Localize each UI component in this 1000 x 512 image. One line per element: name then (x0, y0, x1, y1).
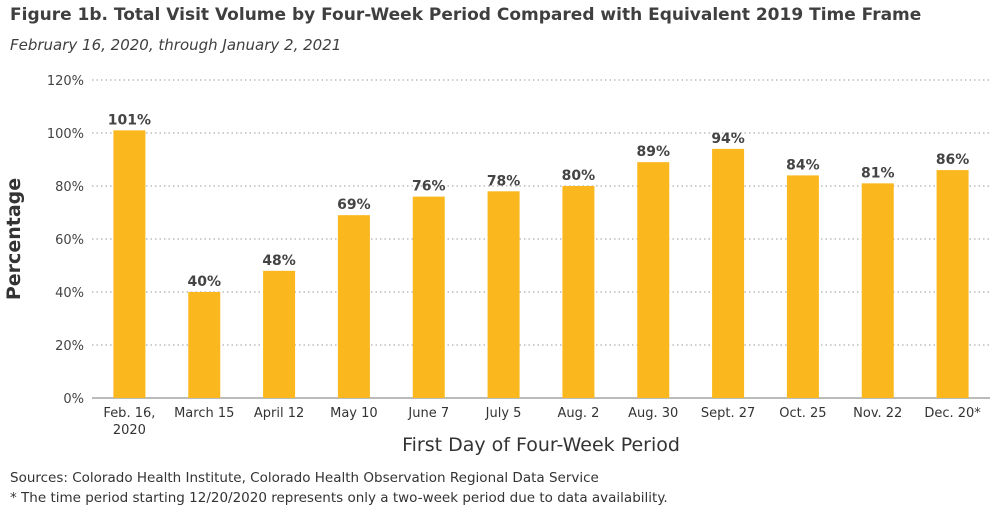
y-tick-label: 100% (47, 127, 84, 142)
bar-value-label: 89% (636, 144, 670, 160)
bar-value-label: 94% (711, 131, 745, 147)
x-tick-label: Aug. 2 (557, 406, 599, 421)
bar-value-label: 40% (187, 274, 221, 290)
bar-value-label: 86% (936, 152, 970, 168)
chart-title: Figure 1b. Total Visit Volume by Four-We… (10, 5, 922, 25)
bar (263, 270, 296, 398)
bar-value-label: 69% (337, 197, 371, 213)
x-tick-label: Nov. 22 (853, 406, 902, 421)
y-tick-label: 40% (55, 286, 84, 301)
x-tick-label: March 15 (174, 406, 234, 421)
bar-value-label: 78% (487, 173, 521, 189)
bar (337, 215, 370, 398)
y-tick-label: 80% (55, 180, 84, 195)
bar-value-label: 81% (861, 165, 895, 181)
x-tick-label: July 5 (485, 406, 522, 421)
bar-value-label: 48% (262, 253, 296, 269)
bar (562, 186, 595, 398)
y-tick-label: 0% (63, 392, 84, 407)
bar (412, 196, 445, 398)
bar (637, 162, 670, 398)
x-tick-label: Feb. 16, 2020 (103, 406, 155, 438)
chart-subtitle: February 16, 2020, through January 2, 20… (10, 36, 342, 54)
x-tick-label: June 7 (407, 406, 449, 421)
bar-value-label: 76% (412, 179, 446, 195)
bar-value-label: 84% (786, 157, 820, 173)
sources-note: Sources: Colorado Health Institute, Colo… (10, 470, 599, 486)
x-axis-title: First Day of Four-Week Period (402, 434, 680, 456)
x-tick-label: Oct. 25 (779, 406, 826, 421)
bar (861, 183, 894, 398)
y-tick-label: 20% (55, 339, 84, 354)
bar (786, 175, 819, 398)
x-tick-label: May 10 (330, 406, 378, 421)
bar (487, 191, 520, 398)
footnote: * The time period starting 12/20/2020 re… (10, 490, 668, 506)
bar-value-label: 80% (562, 168, 596, 184)
y-tick-label: 120% (47, 74, 84, 89)
bar (712, 148, 745, 398)
x-tick-label: Sept. 27 (701, 406, 755, 421)
bar-value-label: 101% (108, 112, 151, 128)
y-axis-title: Percentage (3, 178, 25, 300)
x-tick-label: April 12 (254, 406, 304, 421)
bar (188, 292, 221, 398)
bar (113, 130, 146, 398)
x-tick-label: Aug. 30 (628, 406, 678, 421)
y-tick-label: 60% (55, 233, 84, 248)
bar (936, 170, 969, 398)
x-tick-label: Dec. 20* (924, 406, 981, 421)
